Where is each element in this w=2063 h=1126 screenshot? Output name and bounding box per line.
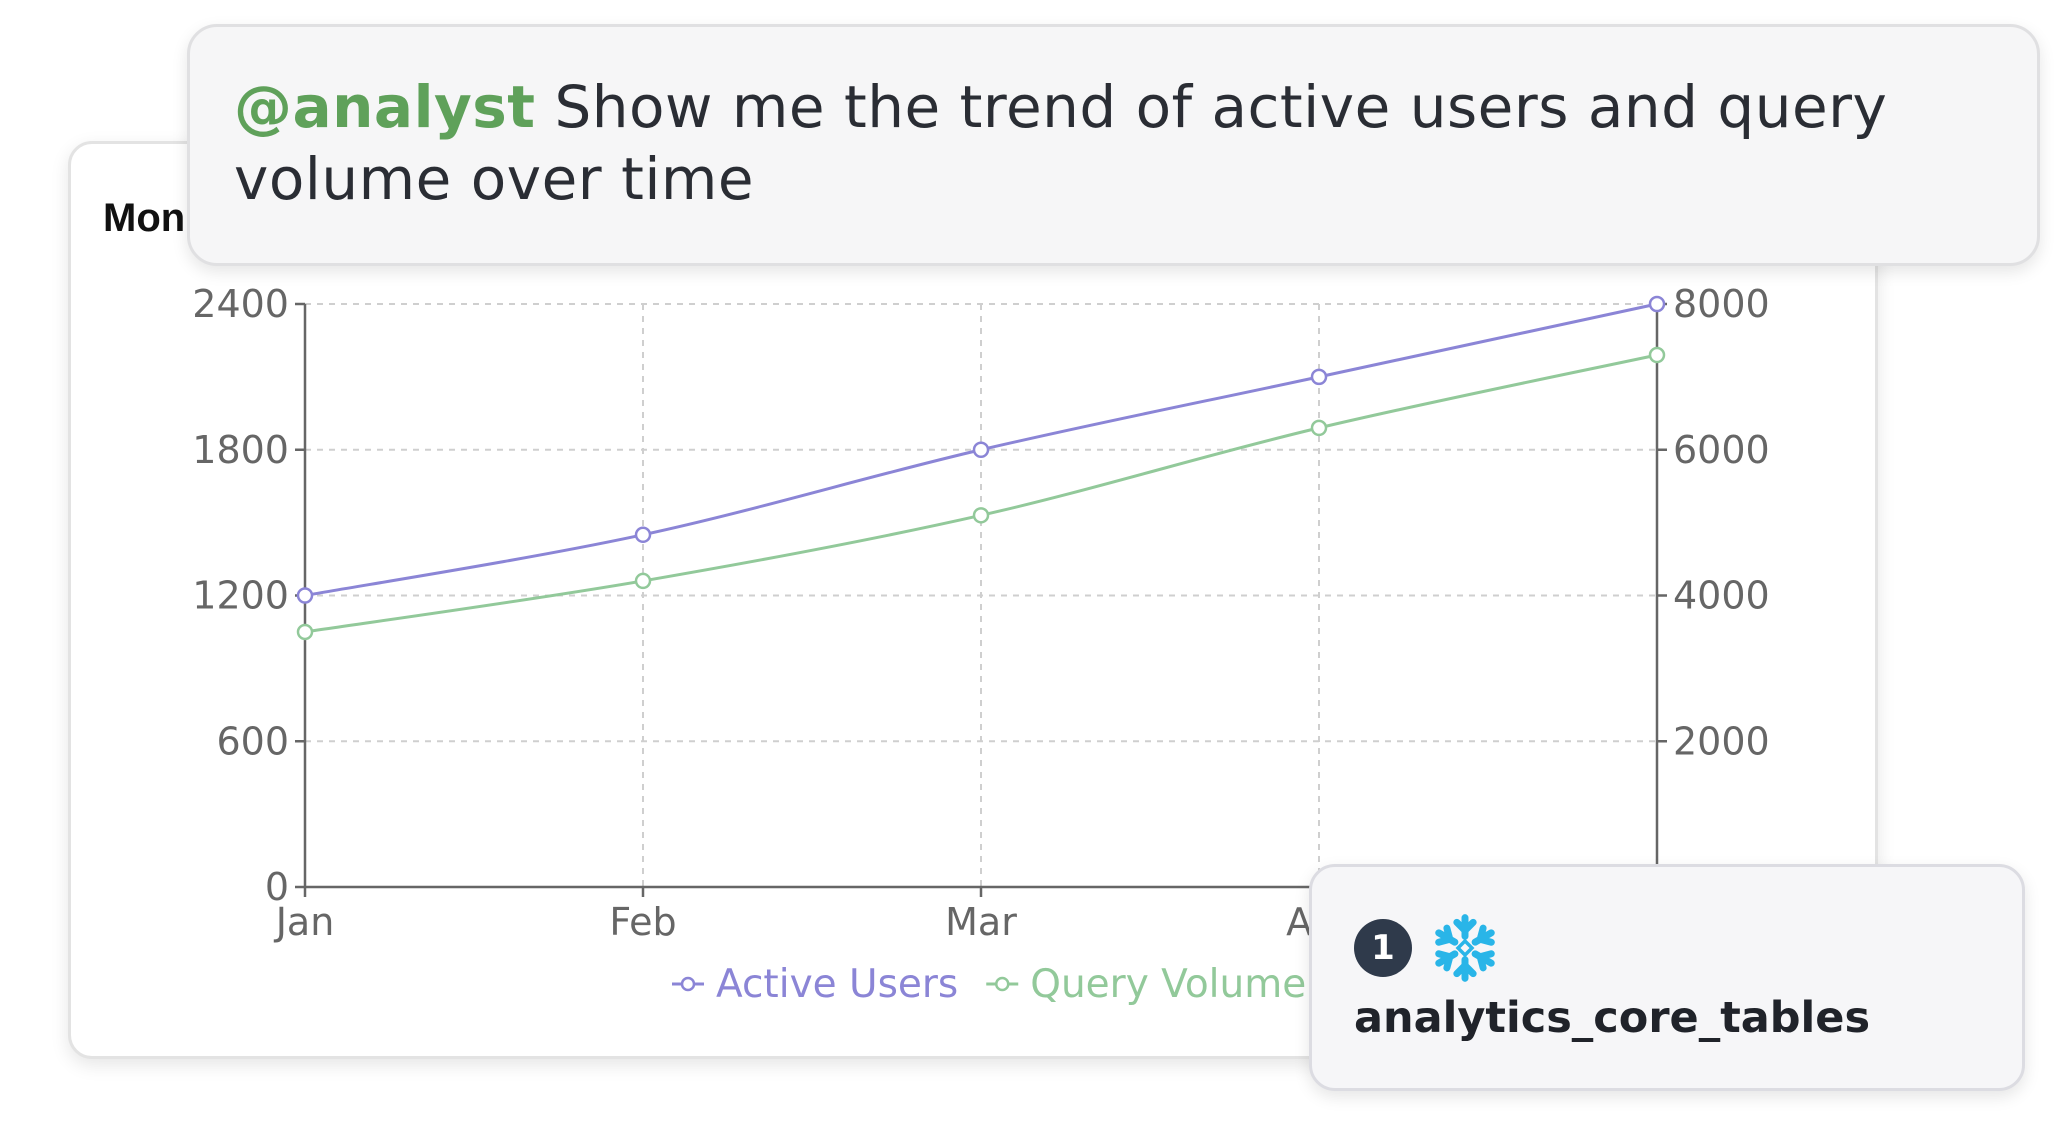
data-point-query-volume (1648, 346, 1666, 364)
data-point-active-users (1648, 295, 1666, 313)
source-name: analytics_core_tables (1354, 993, 1871, 1043)
data-point-query-volume (1310, 419, 1328, 437)
source-card[interactable]: 1 analytics_core_tables (1309, 864, 2025, 1091)
chart-card: Mon 0 600 1200 1800 2400 2000 4000 6000 8000 Jan F… (68, 141, 1878, 1059)
mention-tag[interactable]: @analyst (234, 73, 536, 141)
y-left-tick-label: 600 (216, 719, 289, 763)
y-right-tick-label: 2000 (1673, 719, 1770, 763)
legend-marker-query-volume (995, 976, 1010, 992)
data-point-active-users (634, 526, 652, 544)
data-point-active-users (296, 587, 314, 604)
chat-message-bubble: @analyst Show me the trend of active use… (187, 24, 2040, 266)
y-right-tick-label: 6000 (1673, 428, 1770, 472)
data-point-active-users (1310, 368, 1328, 386)
legend-label-query-volume: Query Volume (1030, 962, 1306, 1007)
snowflake-icon (1435, 914, 1495, 982)
data-point-query-volume (634, 572, 652, 590)
y-right-tick-label: 4000 (1673, 574, 1770, 618)
data-point-query-volume (972, 507, 990, 524)
y-left-tick-label: 2400 (192, 282, 289, 326)
source-index-badge: 1 (1354, 919, 1412, 977)
data-point-query-volume (296, 623, 314, 641)
y-left-tick-label: 1200 (192, 574, 289, 618)
x-tick-label: Feb (609, 900, 676, 944)
chart-title: Mon (103, 196, 186, 240)
line-chart: 0 600 1200 1800 2400 2000 4000 6000 8000 Jan Feb Ma… (192, 282, 1770, 1007)
x-tick-label: Jan (274, 900, 335, 944)
chat-message: @analyst Show me the trend of active use… (234, 71, 1993, 215)
legend-label-active-users: Active Users (716, 962, 958, 1007)
data-point-active-users (972, 441, 990, 458)
x-tick-label: Mar (945, 900, 1017, 944)
series-line-query-volume (304, 353, 1658, 634)
y-left-tick-label: 0 (265, 865, 289, 909)
legend-marker-active-users (680, 976, 696, 992)
y-left-tick-label: 1800 (192, 428, 289, 472)
chat-message-text: Show me the trend of active users and qu… (234, 73, 1888, 213)
y-right-tick-label: 8000 (1673, 282, 1770, 326)
